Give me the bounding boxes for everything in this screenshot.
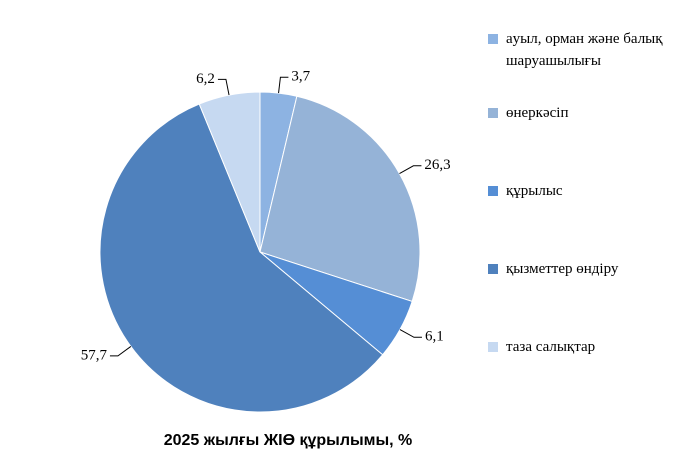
pie-slice (198, 91, 261, 253)
leader-line (278, 76, 289, 94)
data-label: 6,2 (196, 71, 215, 87)
leader-line (217, 78, 230, 96)
legend-label: өнеркәсіп (506, 105, 569, 121)
legend-item: таза салықтар (488, 336, 693, 358)
legend-swatch (488, 264, 498, 274)
legend-swatch (488, 186, 498, 196)
leader-line (399, 165, 422, 175)
legend-label: аyыл, орман және балық шаруашылығы (506, 31, 663, 69)
legend-item: өнеркәсіп (488, 102, 693, 124)
legend-label: таза салықтар (506, 339, 596, 355)
leader-line (399, 329, 422, 338)
legend-swatch (488, 342, 498, 352)
legend-item: қызметтер өндіру (488, 258, 693, 280)
data-label: 3,7 (291, 69, 310, 85)
legend-label: қызметтер өндіру (506, 261, 619, 277)
data-label: 57,7 (81, 347, 108, 363)
legend-swatch (488, 34, 498, 44)
legend-item: құрылыс (488, 180, 693, 202)
leader-line (109, 346, 132, 357)
legend-item: аyыл, орман және балық шаруашылығы (488, 28, 693, 72)
chart-title: 2025 жылғы ЖІӨ құрылымы, % (164, 432, 413, 449)
data-label: 26,3 (424, 157, 450, 173)
data-label: 6,1 (425, 329, 444, 345)
legend-label: құрылыс (506, 183, 563, 199)
legend-swatch (488, 108, 498, 118)
